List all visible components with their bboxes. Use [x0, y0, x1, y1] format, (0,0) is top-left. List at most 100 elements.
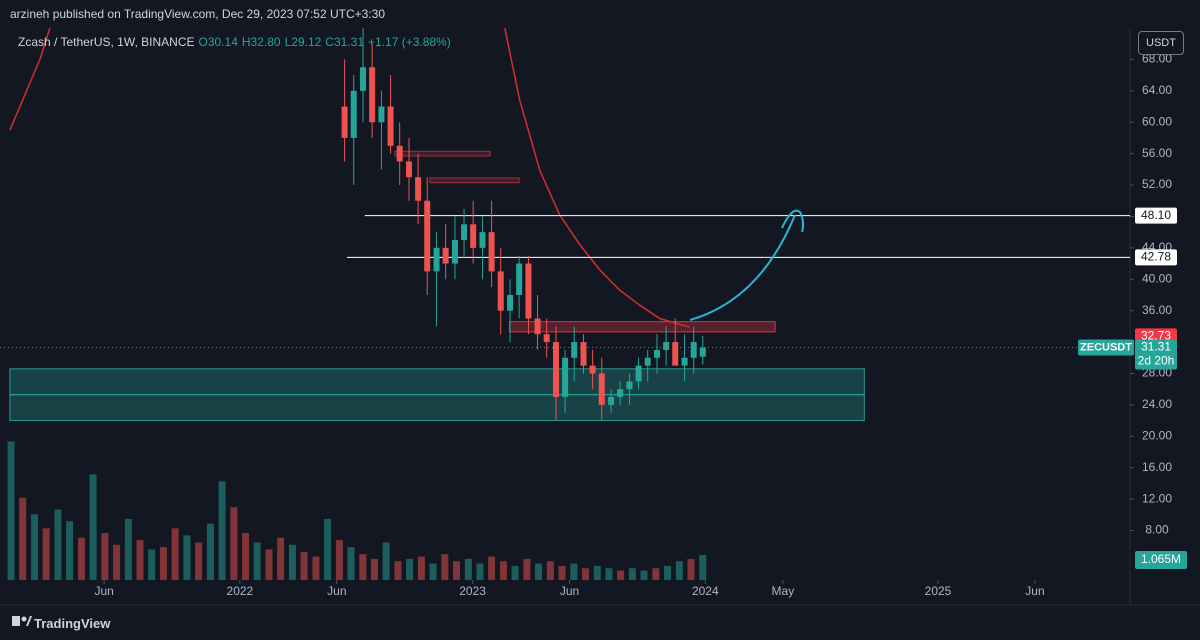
volume-bar	[429, 563, 437, 580]
candle-body	[479, 232, 486, 248]
volume-label: 1.065M	[1141, 552, 1181, 566]
level-label: 48.10	[1141, 208, 1171, 222]
volume-bar	[42, 528, 50, 580]
x-tick-label: Jun	[1025, 584, 1044, 598]
volume-bar	[581, 568, 589, 580]
volume-bar	[89, 474, 97, 580]
volume-bar	[441, 554, 449, 580]
zone	[508, 321, 776, 333]
y-tick-label: 52.00	[1142, 177, 1172, 191]
volume-bar	[242, 533, 250, 580]
volume-bar	[171, 528, 179, 580]
volume-bar	[535, 563, 543, 580]
y-tick-label: 20.00	[1142, 428, 1172, 442]
high-price-label: 32.73	[1141, 329, 1171, 343]
legend-value: O30.14	[198, 35, 238, 49]
x-tick-label: Jun	[327, 584, 346, 598]
candle-body	[672, 342, 679, 366]
legend-value: H32.80	[241, 35, 281, 49]
candle-body	[424, 200, 431, 272]
candle-body	[525, 263, 532, 319]
y-tick-label: 16.00	[1142, 460, 1172, 474]
legend: Zcash / TetherUS, 1W, BINANCE O30.14 H32.8…	[18, 35, 451, 49]
candle-body	[396, 145, 403, 162]
volume-bar	[628, 568, 636, 580]
candle-body	[405, 161, 412, 178]
volume-bar	[394, 561, 402, 580]
countdown: 2d 20h	[1138, 354, 1175, 368]
volume-bar	[31, 514, 39, 580]
x-tick-label: Jun	[94, 584, 113, 598]
candle-body	[617, 389, 624, 398]
x-tick-label: 2023	[459, 584, 486, 598]
header-bar	[0, 0, 1200, 28]
candle-body	[341, 106, 348, 138]
candle-body	[543, 334, 550, 343]
volume-bar	[605, 568, 613, 580]
publisher: arzineh published on TradingView.com, De…	[10, 7, 386, 21]
volume-bar	[19, 497, 27, 580]
candle-body	[497, 271, 504, 311]
legend-value: L29.12	[284, 35, 322, 49]
level-label-box	[1135, 249, 1177, 266]
candle-body	[350, 90, 357, 138]
y-tick-label: 56.00	[1142, 146, 1172, 160]
candle-body	[589, 365, 596, 374]
volume-bar	[452, 561, 460, 580]
candle-body	[690, 342, 697, 358]
brand: TradingView	[34, 616, 111, 631]
volume-bar	[488, 556, 496, 580]
volume-bar	[77, 537, 85, 580]
volume-bar	[347, 547, 355, 580]
volume-bar	[663, 565, 671, 580]
volume-bar	[288, 544, 296, 580]
candle-body	[470, 224, 477, 248]
candle-body	[433, 247, 440, 272]
volume-bar	[312, 556, 320, 580]
candle-body	[681, 357, 688, 366]
volume-bar	[136, 540, 144, 580]
x-tick-label: 2024	[692, 584, 719, 598]
candle-body	[644, 357, 651, 366]
volume-bar	[148, 549, 156, 580]
plot	[0, 28, 1130, 580]
volume-bar	[593, 565, 601, 580]
volume-bar	[66, 521, 74, 580]
symbol-box	[1078, 339, 1134, 356]
volume-bar	[206, 523, 214, 580]
volume-bar	[687, 558, 695, 580]
volume-bar	[558, 565, 566, 580]
candle-body	[451, 240, 458, 264]
volume-bar	[476, 563, 484, 580]
volume-bar	[382, 542, 390, 580]
level-label: 42.78	[1141, 250, 1171, 264]
candle-body	[654, 349, 661, 358]
volume-bar	[230, 507, 238, 580]
candle-body	[369, 67, 376, 123]
x-tick-label: 2025	[925, 584, 952, 598]
volume-bar	[523, 558, 531, 580]
volume-bar	[570, 563, 578, 580]
volume-bar	[675, 561, 683, 580]
volume-bar	[101, 533, 109, 580]
volume-bar	[335, 540, 343, 580]
y-tick-label: 36.00	[1142, 303, 1172, 317]
volume-bar	[406, 558, 414, 580]
candle-body	[461, 224, 468, 241]
symbol-title: Zcash / TetherUS, 1W, BINANCE	[18, 35, 195, 49]
candle-body	[580, 342, 587, 366]
candle-body	[378, 106, 385, 123]
candle-body	[571, 342, 578, 358]
volume-bar	[277, 537, 285, 580]
last-price-label: 31.31	[1141, 340, 1171, 354]
volume-bar	[640, 570, 648, 580]
last-price-box	[1135, 339, 1177, 370]
currency-button[interactable]: USDT	[1138, 31, 1184, 55]
moving-average	[9, 28, 690, 328]
candle-body	[442, 247, 449, 264]
candle-body	[608, 397, 615, 405]
annotation-arrow	[689, 214, 796, 321]
volume-bar	[652, 568, 660, 580]
volume-bar	[499, 561, 507, 580]
